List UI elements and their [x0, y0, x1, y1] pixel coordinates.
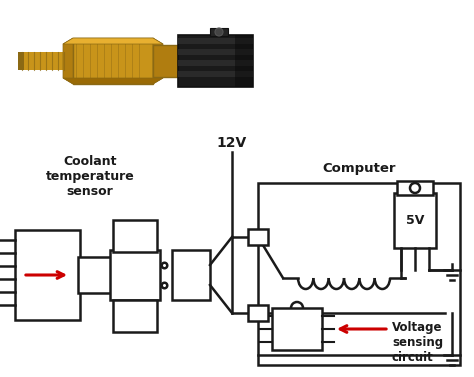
Bar	[178, 35, 253, 87]
Text: 12V: 12V	[217, 136, 247, 150]
Text: 5V: 5V	[406, 214, 424, 227]
Bar	[73, 38, 153, 84]
Bar	[110, 250, 160, 300]
Polygon shape	[63, 78, 163, 84]
Bar	[153, 45, 178, 77]
Text: Coolant
temperature
sensor: Coolant temperature sensor	[46, 155, 134, 198]
Bar	[258, 183, 460, 365]
Bar	[178, 49, 253, 55]
Text: Computer: Computer	[322, 162, 396, 175]
Polygon shape	[153, 38, 163, 84]
Circle shape	[215, 28, 223, 36]
Bar	[18, 52, 73, 70]
Circle shape	[410, 183, 420, 193]
Bar	[113, 220, 157, 252]
Bar	[397, 181, 433, 195]
Bar	[172, 250, 210, 300]
Bar	[178, 60, 253, 66]
Bar	[15, 230, 80, 320]
Bar	[248, 305, 268, 321]
Bar	[18, 52, 24, 70]
Polygon shape	[63, 38, 163, 44]
Bar	[248, 229, 268, 245]
Bar	[178, 71, 253, 77]
Bar	[394, 193, 436, 248]
Bar	[272, 308, 322, 350]
Bar	[235, 35, 253, 87]
Text: Voltage
sensing
circuit: Voltage sensing circuit	[392, 321, 443, 364]
Polygon shape	[63, 38, 73, 84]
Bar	[178, 38, 253, 44]
Bar	[78, 257, 112, 293]
Bar	[210, 28, 228, 36]
Bar	[113, 300, 157, 332]
